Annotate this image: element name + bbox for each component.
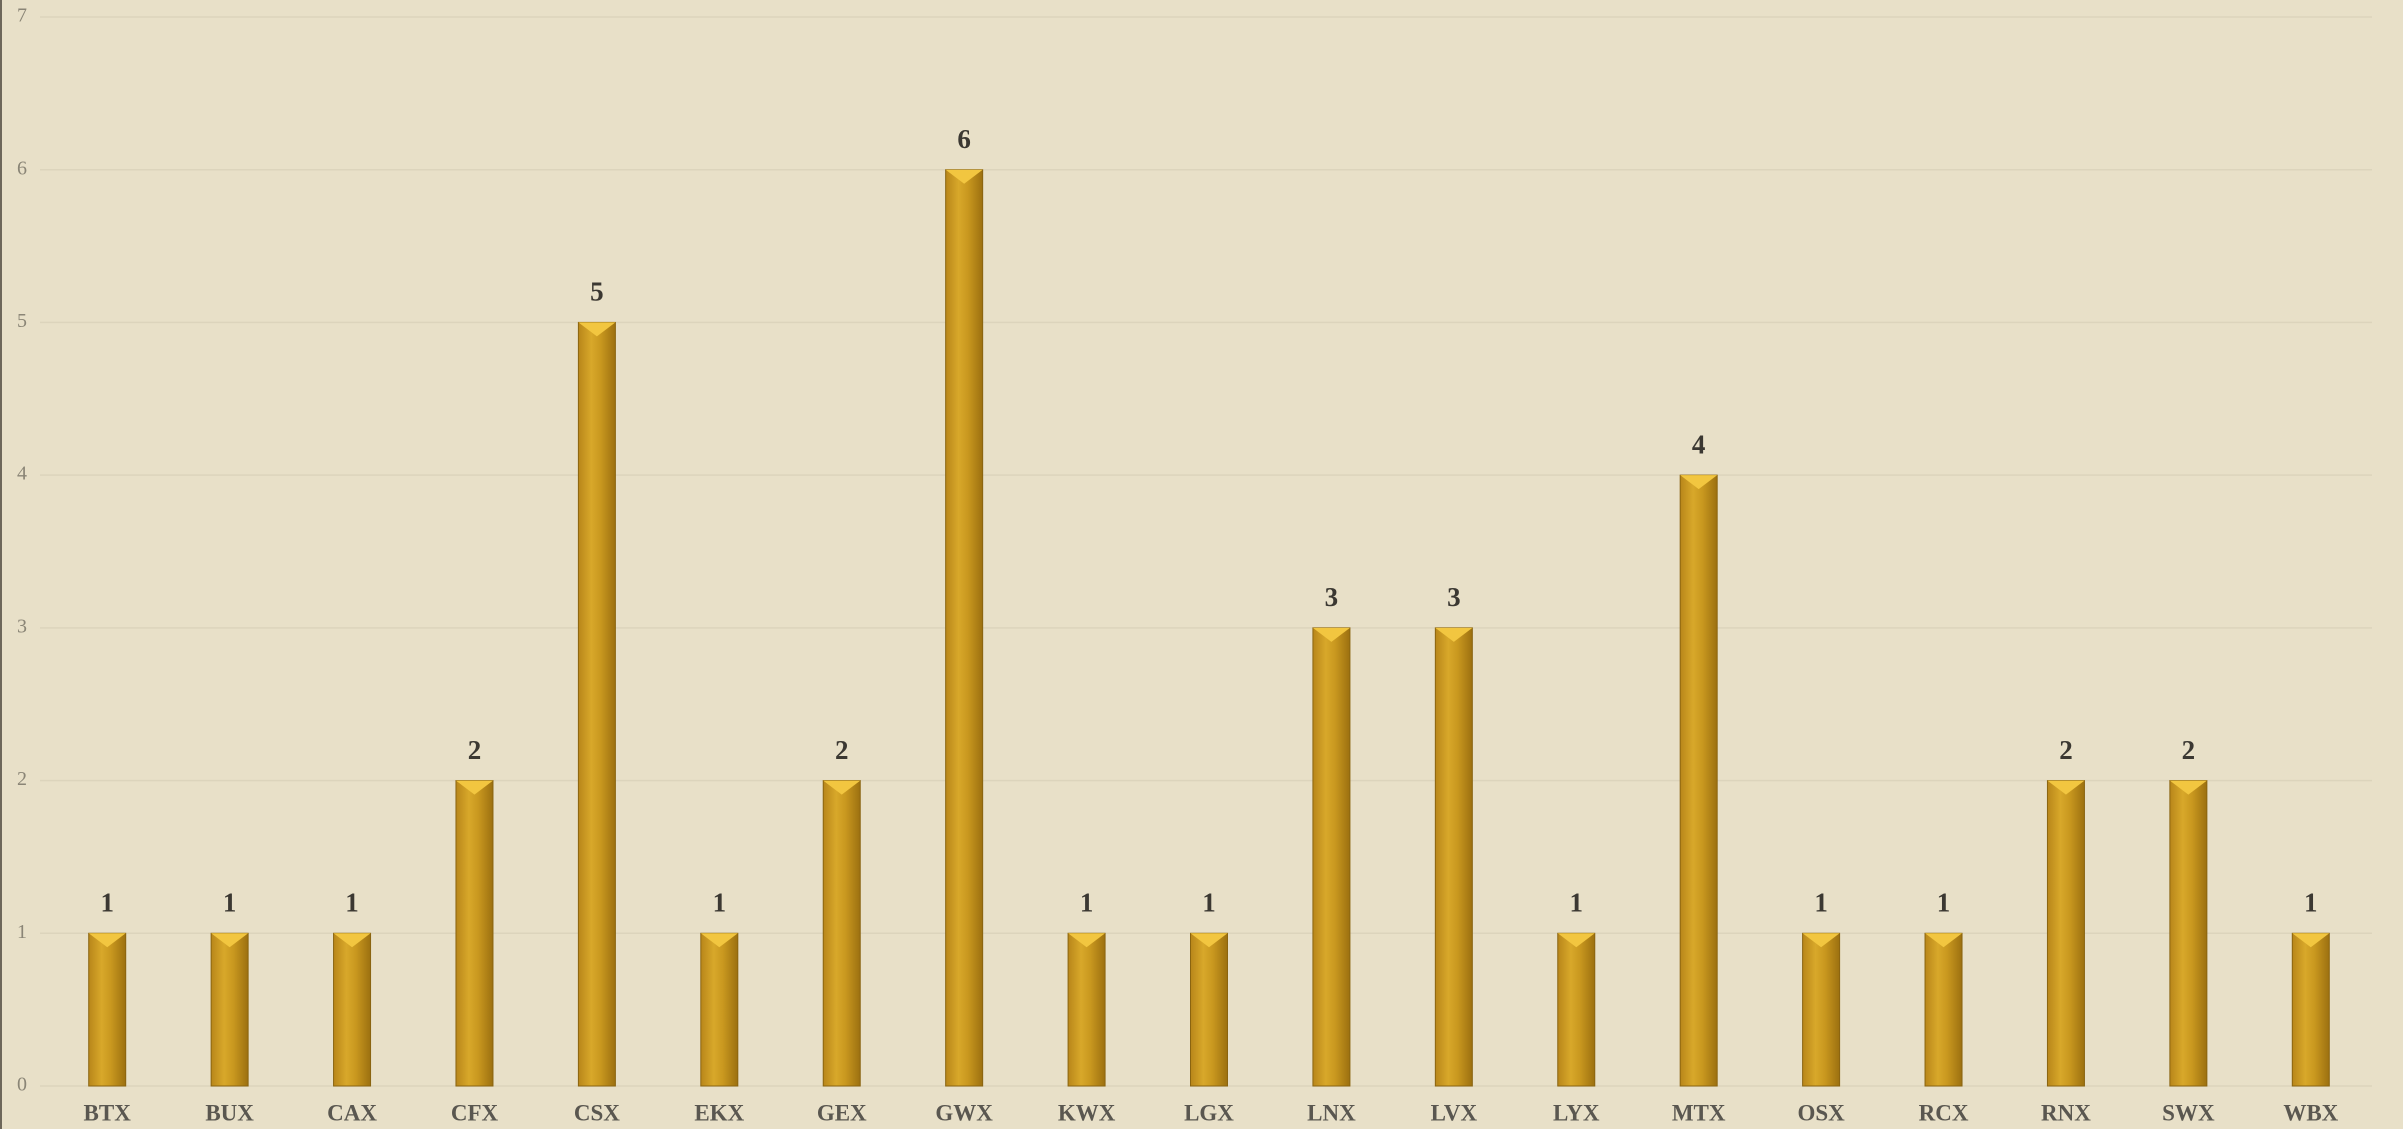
bar (1679, 474, 1718, 1087)
bar-cap (2169, 780, 2207, 795)
value-label: 4 (1692, 429, 1706, 459)
bar (1067, 932, 1106, 1087)
bar-cap (1557, 933, 1595, 948)
y-tick-label: 2 (17, 768, 27, 790)
bar-cap (1435, 627, 1473, 642)
value-label: 1 (2304, 887, 2318, 917)
value-label: 3 (1447, 582, 1461, 612)
x-tick-label: GWX (935, 1100, 993, 1125)
bar-cap (88, 933, 126, 948)
y-tick-label: 4 (17, 463, 27, 485)
bar-cap (455, 780, 493, 795)
x-tick-label: GEX (817, 1100, 867, 1125)
y-tick-label: 7 (17, 5, 27, 27)
value-label: 1 (713, 887, 727, 917)
value-label: 1 (345, 887, 359, 917)
bar-cap (1925, 933, 1963, 948)
bar (1190, 932, 1228, 1087)
bar-cap (333, 933, 371, 948)
x-tick-label: CFX (451, 1100, 499, 1125)
y-tick-label: 0 (17, 1074, 27, 1096)
bar-cap (2292, 933, 2330, 948)
bar-cap (211, 933, 249, 948)
value-label: 1 (1814, 887, 1828, 917)
y-tick-label: 5 (17, 310, 27, 332)
value-label: 6 (957, 124, 971, 154)
bar (1802, 932, 1841, 1087)
bar-cap (945, 169, 983, 184)
value-label: 1 (100, 887, 114, 917)
value-label: 1 (223, 887, 237, 917)
x-tick-label: CAX (327, 1100, 377, 1125)
bar-cap (1190, 933, 1228, 948)
bar-cap (700, 933, 738, 948)
bar-cap (823, 780, 861, 795)
value-label: 1 (1202, 887, 1216, 917)
y-tick-label: 6 (17, 157, 27, 179)
x-tick-label: BUX (205, 1100, 254, 1125)
x-tick-label: LYX (1553, 1100, 1600, 1125)
value-label: 2 (2182, 735, 2196, 765)
bar-cap (1068, 933, 1106, 948)
bar (2169, 780, 2208, 1087)
bar (455, 780, 494, 1087)
bar (210, 932, 249, 1087)
x-tick-label: KWX (1058, 1100, 1116, 1125)
y-tick-label: 1 (17, 921, 27, 943)
x-tick-label: OSX (1797, 1100, 1845, 1125)
x-tick-label: RCX (1919, 1100, 1969, 1125)
x-tick-label: LVX (1431, 1100, 1478, 1125)
bar (822, 780, 861, 1087)
x-tick-label: LGX (1184, 1100, 1234, 1125)
value-label: 1 (1570, 887, 1584, 917)
value-label: 3 (1325, 582, 1339, 612)
bar (1434, 627, 1473, 1087)
value-label: 2 (835, 735, 849, 765)
value-label: 1 (1937, 887, 1951, 917)
bar-cap (1802, 933, 1840, 948)
bar (1312, 627, 1351, 1087)
x-tick-label: BTX (84, 1100, 132, 1125)
bar (2291, 932, 2330, 1087)
x-tick-label: CSX (574, 1100, 620, 1125)
value-label: 1 (1080, 887, 1094, 917)
value-label: 5 (590, 277, 604, 307)
bar (700, 932, 739, 1087)
bar (577, 321, 616, 1087)
y-tick-label: 3 (17, 615, 27, 637)
x-tick-label: MTX (1672, 1100, 1726, 1125)
bar-cap (578, 322, 616, 337)
bar (945, 169, 984, 1087)
value-label: 2 (2059, 735, 2073, 765)
bar (1557, 932, 1596, 1087)
bar (2046, 780, 2085, 1087)
x-tick-label: RNX (2041, 1100, 2091, 1125)
bar (88, 932, 127, 1087)
bar-cap (1312, 627, 1350, 642)
x-tick-label: SWX (2162, 1100, 2215, 1125)
bar-cap (2047, 780, 2085, 795)
x-tick-label: LNX (1307, 1100, 1356, 1125)
bar-cap (1680, 475, 1718, 490)
bar (1924, 932, 1963, 1087)
x-tick-label: EKX (694, 1100, 744, 1125)
bar (333, 932, 372, 1087)
value-label: 2 (468, 735, 482, 765)
x-tick-label: WBX (2283, 1100, 2338, 1125)
